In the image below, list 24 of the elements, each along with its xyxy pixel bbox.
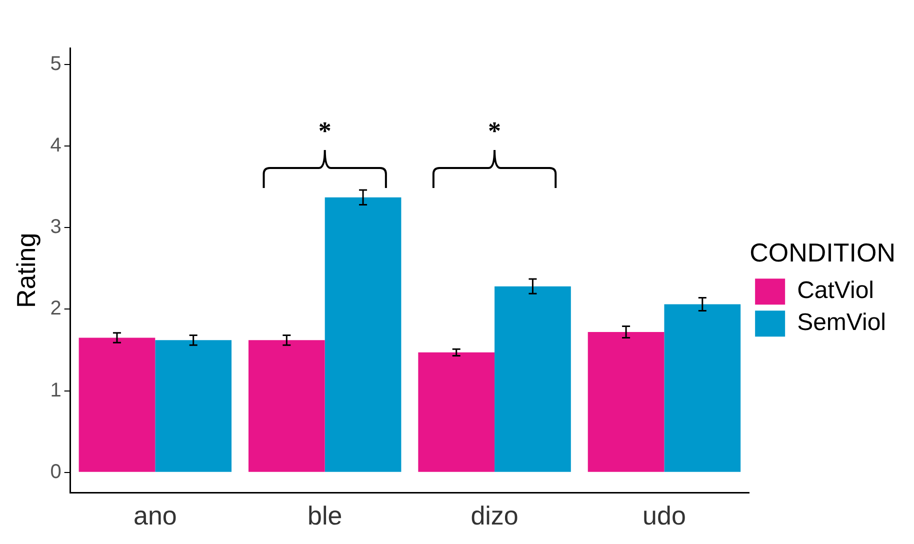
x-tick-label: dizo (470, 500, 518, 531)
bar (155, 340, 232, 472)
bar (248, 340, 325, 472)
y-axis-title: Rating (10, 232, 41, 308)
y-tick-label: 2 (50, 298, 62, 320)
y-tick-label: 3 (50, 216, 62, 238)
bar (588, 332, 664, 472)
annotation: * (488, 116, 502, 146)
bar (494, 286, 571, 472)
x-tick-label: udo (642, 500, 686, 531)
bar (324, 197, 402, 472)
y-tick-label: 5 (50, 52, 62, 75)
bar (418, 352, 495, 472)
x-tick-label: ano (133, 500, 177, 531)
y-tick-label: 1 (50, 379, 62, 402)
x-tick-label: ble (308, 500, 342, 531)
y-tick-label: 4 (50, 134, 62, 156)
bar (664, 304, 741, 472)
legend-label: SemViol (797, 309, 886, 336)
legend-label: CatViol (797, 277, 874, 304)
annotation: * (318, 116, 332, 146)
legend-title: CONDITION (750, 238, 896, 268)
bar (78, 338, 156, 472)
y-tick-label: 0 (50, 460, 62, 483)
